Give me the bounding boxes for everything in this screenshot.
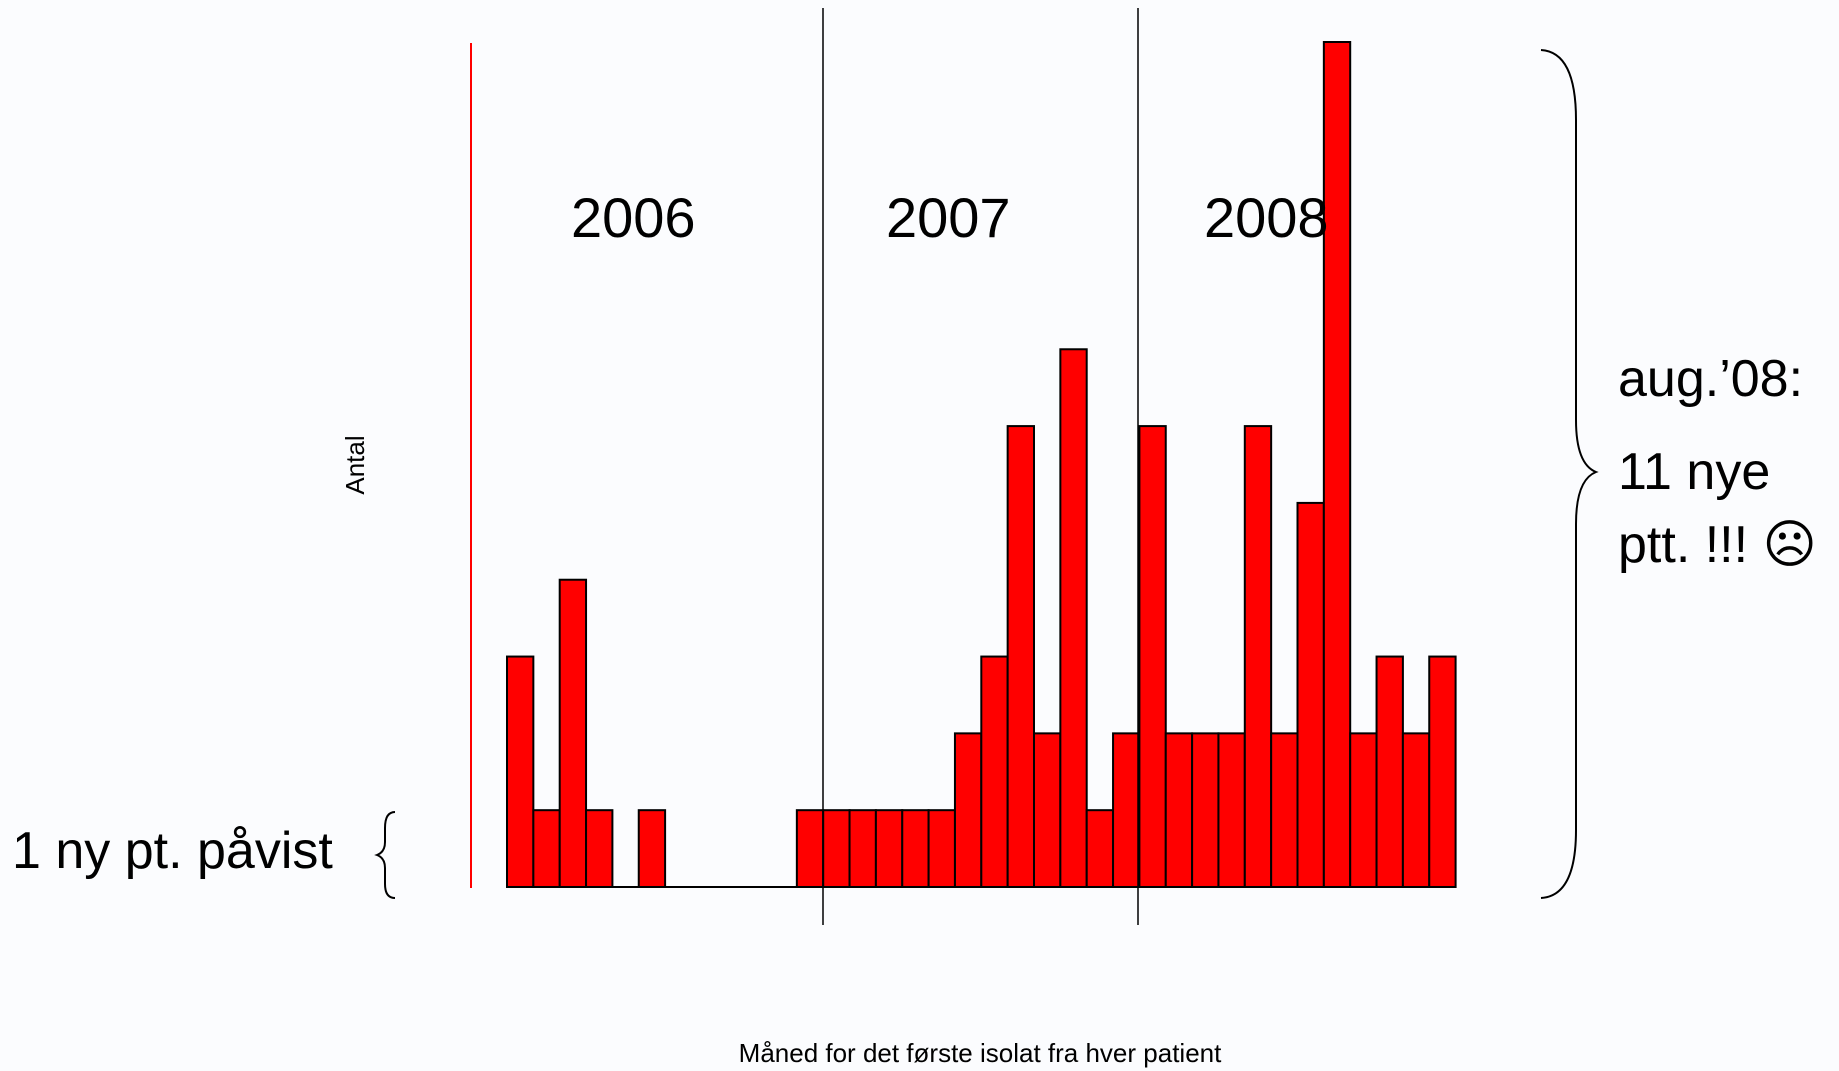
bar-33 xyxy=(1375,655,1404,888)
bar-31 xyxy=(1322,41,1352,888)
bar-26 xyxy=(1191,732,1220,888)
y-axis-label: Antal xyxy=(340,435,370,494)
bar-5 xyxy=(637,809,667,888)
bar-16 xyxy=(927,809,956,888)
bar-11 xyxy=(795,809,825,888)
bar-12 xyxy=(822,809,851,888)
bar-22 xyxy=(1085,809,1115,888)
left-brace xyxy=(374,811,396,899)
bar-30 xyxy=(1296,501,1325,888)
bar-34 xyxy=(1401,732,1431,888)
bar-29 xyxy=(1270,732,1299,888)
bar-3 xyxy=(585,809,614,888)
right-annotation-line-3: ptt. !!! ☹ xyxy=(1618,516,1817,574)
right-annotation-line-1: aug.’08: xyxy=(1618,350,1803,408)
bar-0 xyxy=(506,655,535,888)
bar-25 xyxy=(1164,732,1194,888)
bar-23 xyxy=(1112,732,1141,888)
bar-18 xyxy=(980,655,1009,888)
bar-24 xyxy=(1138,425,1167,888)
bar-27 xyxy=(1217,732,1246,888)
bar-28 xyxy=(1243,425,1273,888)
bar-15 xyxy=(901,809,930,888)
bar-14 xyxy=(874,809,904,888)
year-label-2006: 2006 xyxy=(571,186,696,249)
bar-35 xyxy=(1428,655,1457,888)
bar-32 xyxy=(1349,732,1378,888)
year-label-2007: 2007 xyxy=(886,186,1011,249)
x-axis-label: Måned for det første isolat fra hver pat… xyxy=(739,1038,1222,1068)
bar-20 xyxy=(1033,732,1062,888)
bar-13 xyxy=(848,809,877,888)
year-label-2008: 2008 xyxy=(1204,186,1329,249)
bar-19 xyxy=(1006,425,1036,888)
bar-21 xyxy=(1059,348,1088,888)
bar-17 xyxy=(953,732,983,888)
bar-1 xyxy=(532,809,561,888)
bars-group xyxy=(506,41,1457,888)
bar-2 xyxy=(558,578,588,888)
left-annotation: 1 ny pt. påvist xyxy=(12,822,333,880)
right-annotation-line-2: 11 nye xyxy=(1618,443,1770,501)
right-brace xyxy=(1540,49,1599,899)
